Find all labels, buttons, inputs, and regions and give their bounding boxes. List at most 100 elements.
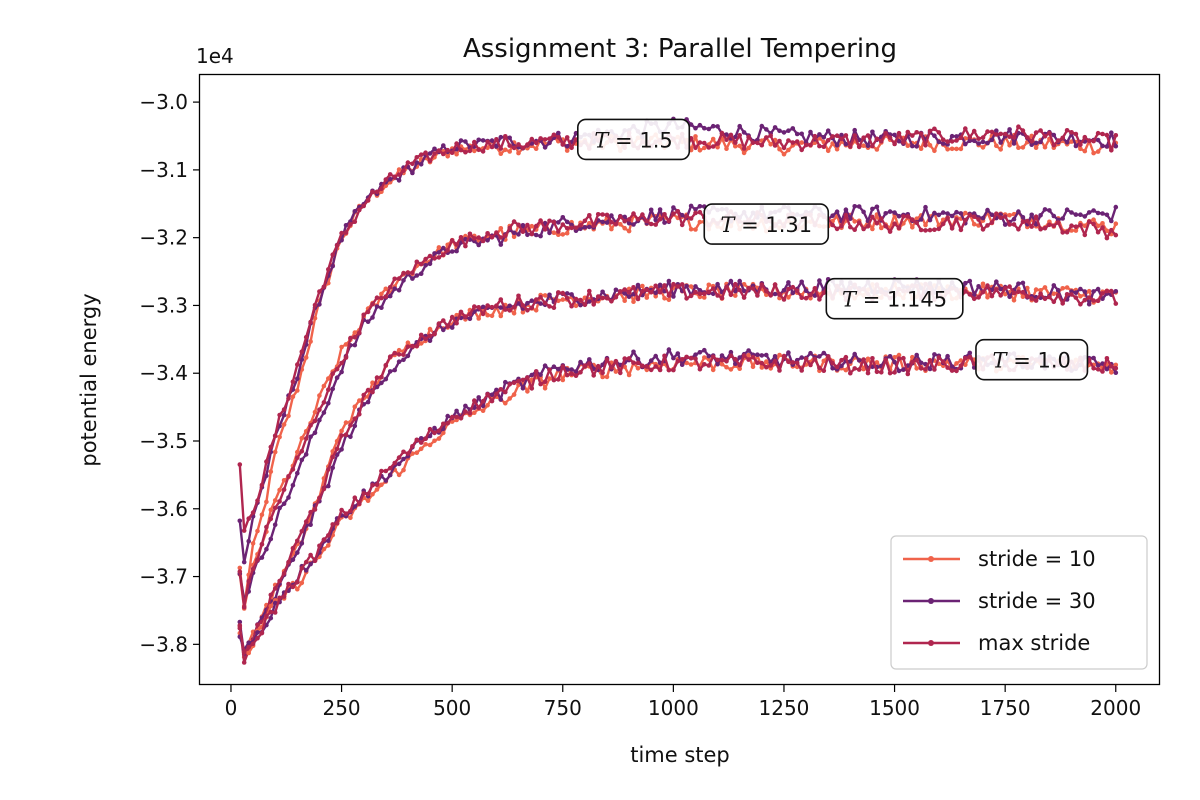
data-point [702,347,707,353]
data-point [445,413,451,419]
data-point [1038,139,1043,145]
data-point [1095,298,1101,304]
data-point [326,267,331,272]
data-point [312,430,318,436]
data-point [883,223,888,229]
data-point [998,215,1003,220]
data-point [755,293,760,298]
data-point [387,472,393,478]
data-point [480,398,486,404]
data-point [759,360,765,366]
data-point [1073,212,1079,217]
data-point [281,571,287,576]
data-point [1002,291,1008,297]
data-point [1051,223,1057,228]
data-point [480,138,486,143]
data-point [693,210,698,216]
data-point [1109,364,1114,369]
data-point [449,150,455,155]
data-point [418,436,424,441]
x-axis-label: time step [630,743,730,767]
data-point [949,146,955,152]
data-point [648,207,654,213]
data-point [702,125,707,131]
data-point [308,552,313,558]
data-point [578,223,583,228]
data-point [454,242,459,247]
data-point [383,376,389,382]
data-point [290,379,296,385]
data-point [662,353,667,359]
data-point [454,141,459,146]
data-point [1020,219,1026,224]
data-point [1055,293,1061,298]
data-point [352,495,358,501]
data-point [741,150,747,156]
data-point [295,455,300,461]
data-point [914,352,919,358]
data-point [587,361,592,366]
data-point [679,222,685,228]
data-point [520,303,526,308]
data-point [387,354,393,360]
data-point [874,136,880,142]
data-point [348,434,353,440]
data-point [737,278,742,284]
data-point [414,273,420,278]
data-point [587,299,592,304]
data-point [427,442,433,448]
data-point [268,603,274,609]
data-point [600,374,605,380]
data-point [556,290,561,295]
data-point [432,251,437,256]
data-point [932,210,937,216]
data-point [675,209,681,214]
data-point [870,356,875,361]
data-point [622,214,627,220]
data-point [290,584,296,590]
data-point [374,487,380,492]
data-point [365,491,371,497]
data-point [741,288,747,294]
data-point [268,592,274,598]
data-point [662,220,667,225]
data-point [1016,289,1021,295]
data-point [724,359,729,364]
data-point [476,316,482,321]
data-point [489,144,495,150]
data-point [1042,285,1048,290]
data-point [511,219,517,224]
data-point [286,495,291,500]
data-point [879,370,884,375]
data-point [764,359,769,364]
data-point [339,447,344,452]
data-point [259,512,265,518]
data-point [843,212,849,218]
data-point [321,486,327,492]
data-point [387,285,393,290]
data-point [281,594,287,599]
data-point [445,324,451,329]
data-point [463,243,468,249]
data-point [998,140,1003,145]
data-point [573,303,579,309]
data-point [702,362,707,367]
data-point [786,286,791,292]
data-point [494,391,499,397]
data-point [281,478,287,483]
data-point [622,218,627,224]
data-point [312,418,318,424]
data-point [414,437,420,443]
data-point [989,220,995,225]
data-point [357,501,362,507]
data-point [892,132,897,138]
data-point [1016,145,1021,150]
data-point [286,413,291,419]
data-point [923,204,928,210]
data-point [538,218,543,223]
data-point [277,499,282,504]
data-point [1029,212,1034,218]
data-point [604,212,610,218]
data-point [396,167,402,172]
data-point [507,382,512,387]
